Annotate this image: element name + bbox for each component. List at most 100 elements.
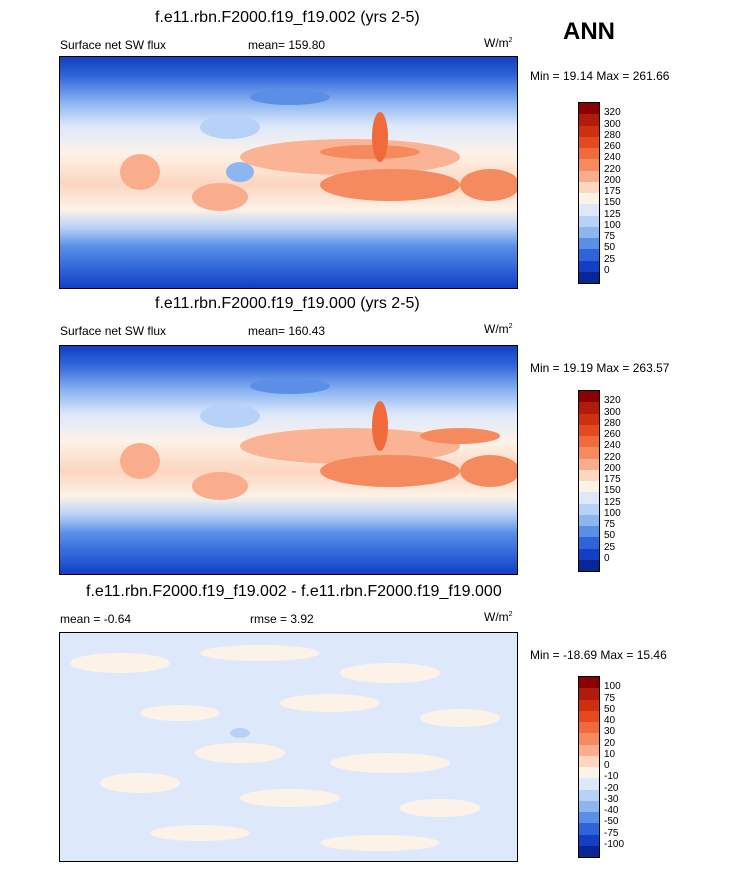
colorbar-swatch [579,710,599,722]
colorbar-swatch [579,755,599,767]
colorbar-swatch [579,215,599,227]
colorbar-tick-label: 320 [604,107,621,119]
colorbar-swatch [579,193,599,205]
colorbar-swatch [579,778,599,790]
colorbar-swatch [579,767,599,779]
panel-3-map-field [60,633,517,861]
colorbar-tick-label: -100 [604,838,625,850]
colorbar-swatch [579,447,599,459]
colorbar-swatch [579,226,599,238]
panel-1-minmax: Min = 19.14 Max = 261.66 [530,69,670,83]
colorbar-tick-label: -40 [604,805,619,816]
colorbar-swatch [579,800,599,812]
colorbar-tick-label: 75 [604,692,616,704]
panel-2-map-field [60,346,517,574]
colorbar-swatch [579,733,599,745]
colorbar-swatch [579,424,599,436]
colorbar-tick-label: 25 [604,541,616,553]
colorbar-swatch [579,271,599,283]
colorbar-tick-label: 100 [604,681,621,693]
colorbar-tick-label: 260 [604,429,621,440]
colorbar-swatch [579,526,599,538]
panel-1-mean-label: mean= 159.80 [248,38,326,52]
panel-3-map [59,632,518,862]
colorbar-swatch [579,744,599,756]
colorbar-swatch [579,249,599,261]
colorbar-swatch [579,136,599,148]
colorbar-tick-label: 40 [604,715,616,726]
colorbar-tick-label: 175 [604,186,621,197]
panel-3-minmax: Min = -18.69 Max = 15.46 [530,648,667,662]
colorbar-tick-label: 240 [604,440,621,452]
colorbar-swatch [579,159,599,171]
colorbar-tick-label: 50 [604,242,616,254]
colorbar-swatch [579,722,599,734]
panel-2-minmax: Min = 19.19 Max = 263.57 [530,361,670,375]
panel-1-variable-label: Surface net SW flux [60,38,167,52]
colorbar-swatch [579,834,599,846]
colorbar-tick-label: -75 [604,827,619,839]
colorbar-tick-label: 320 [604,395,621,407]
colorbar-swatch [579,688,599,700]
colorbar-swatch [579,823,599,835]
colorbar-swatch [579,170,599,182]
colorbar-tick-label: 125 [604,208,621,220]
colorbar-swatch [579,114,599,126]
colorbar-tick-label: 260 [604,141,621,152]
colorbar-tick-label: 150 [604,485,621,497]
colorbar-swatch [579,103,599,115]
panel-2-units: W/m2 [484,322,513,336]
colorbar-tick-label: -30 [604,793,619,805]
colorbar-tick-label: -10 [604,771,619,783]
colorbar-tick-label: 280 [604,129,621,141]
panel-3-rmse-label: rmse = 3.92 [250,612,314,626]
colorbar-tick-label: 10 [604,748,616,760]
colorbar-swatch [579,458,599,470]
colorbar-tick-label: 100 [604,219,621,231]
colorbar-swatch [579,537,599,549]
colorbar-tick-label: 0 [604,552,610,564]
colorbar-swatch [579,148,599,160]
colorbar-swatch [579,260,599,272]
colorbar-tick-label: 25 [604,253,616,265]
panel-3-mean-label: mean = -0.64 [60,612,132,626]
colorbar-swatch [579,812,599,824]
colorbar-swatch [579,181,599,193]
season-label: ANN [563,18,615,45]
colorbar-swatch [579,492,599,504]
panel-2-colorbar-scale [578,390,600,572]
colorbar-tick-label: 200 [604,462,621,474]
colorbar-tick-label: 200 [604,174,621,186]
colorbar-swatch [579,436,599,448]
colorbar-swatch [579,413,599,425]
colorbar-tick-label: 30 [604,726,616,738]
panel-2-mean-label: mean= 160.43 [248,324,326,338]
colorbar-swatch [579,559,599,571]
colorbar-tick-label: 0 [604,760,610,771]
colorbar-swatch [579,845,599,857]
colorbar-tick-label: -20 [604,782,619,794]
colorbar-tick-label: 280 [604,417,621,429]
colorbar-tick-label: 125 [604,496,621,508]
colorbar-tick-label: 150 [604,197,621,209]
colorbar-tick-label: 175 [604,474,621,485]
panel-3-colorbar-scale [578,676,600,858]
colorbar-swatch [579,391,599,403]
panel-2-title: f.e11.rbn.F2000.f19_f19.000 (yrs 2-5) [155,295,420,312]
panel-2-map [59,345,518,575]
colorbar-swatch [579,238,599,250]
colorbar-swatch [579,503,599,515]
colorbar-tick-label: 240 [604,152,621,164]
colorbar-swatch [579,548,599,560]
colorbar-tick-label: 75 [604,519,616,530]
colorbar-tick-label: 300 [604,406,621,418]
colorbar-tick-label: -50 [604,816,619,828]
panel-3-units: W/m2 [484,610,513,624]
colorbar-swatch [579,125,599,137]
panel-3-title: f.e11.rbn.F2000.f19_f19.002 - f.e11.rbn.… [86,583,502,600]
colorbar-tick-label: 220 [604,163,621,175]
colorbar-tick-label: 50 [604,703,616,715]
colorbar-swatch [579,204,599,216]
colorbar-swatch [579,514,599,526]
panel-1-colorbar-scale [578,102,600,284]
